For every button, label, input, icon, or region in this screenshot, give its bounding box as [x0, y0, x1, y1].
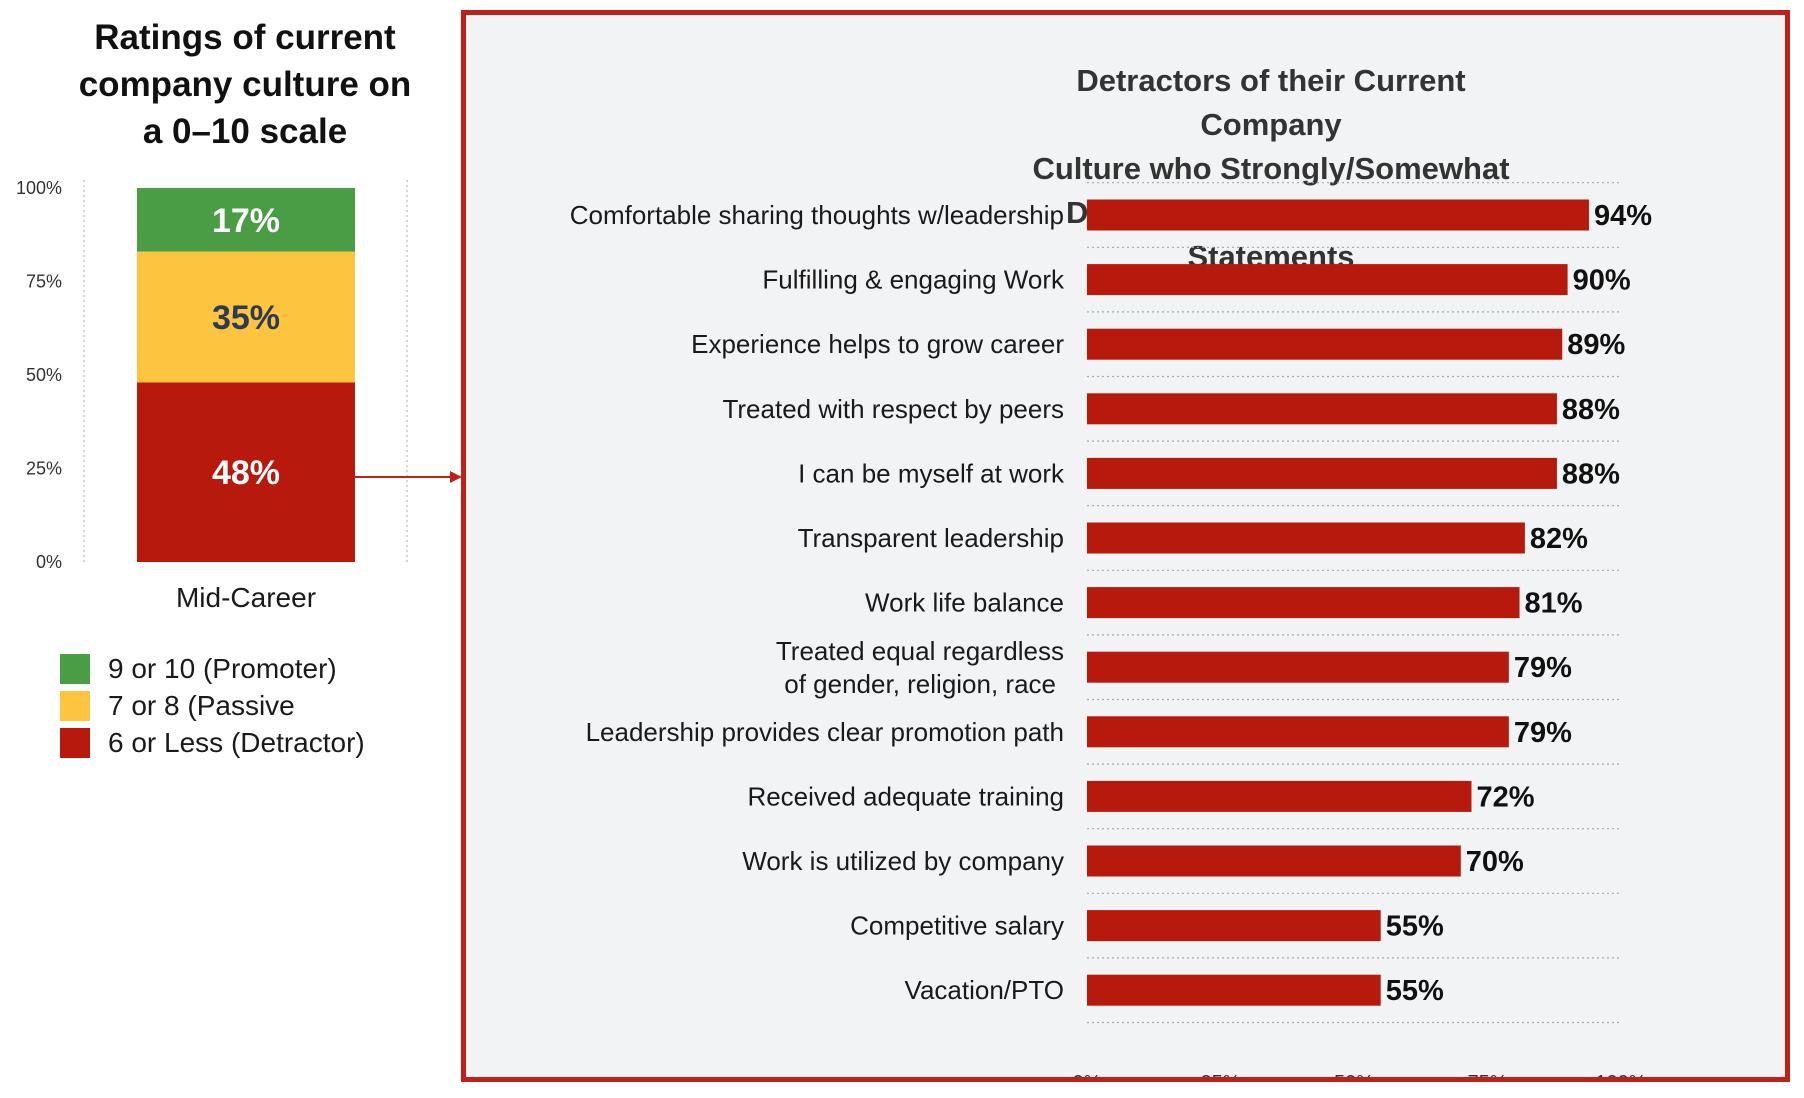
data-label: 82%	[1530, 523, 1588, 555]
category-label: Received adequate training	[747, 781, 1064, 811]
y-tick-label: 75%	[26, 272, 62, 292]
data-label: 79%	[1514, 717, 1572, 749]
category-label: Treated equal regardless	[776, 636, 1064, 666]
data-label: 55%	[1386, 975, 1444, 1007]
right-title-line: Culture who Strongly/Somewhat	[1032, 151, 1510, 186]
left-title-line: a 0–10 scale	[142, 112, 348, 151]
legend-swatch	[60, 690, 90, 721]
data-label: 88%	[1562, 458, 1620, 490]
x-tick-label: 75%	[1467, 1072, 1507, 1077]
data-label: 70%	[1466, 846, 1524, 878]
category-label: Treated with respect by peers	[722, 394, 1064, 424]
legend-swatch	[60, 727, 90, 758]
left-title-line: Ratings of current	[94, 18, 396, 57]
horizontal-bar-chart: 94% Comfortable sharing thoughts w/leader…	[570, 182, 1652, 1077]
bar-segment	[137, 188, 355, 252]
bar	[1087, 264, 1568, 296]
legend-label: 7 or 8 (Passive	[108, 689, 295, 721]
category-label: Mid-Career	[176, 582, 316, 613]
data-label: 48%	[212, 454, 280, 492]
data-label: 79%	[1514, 652, 1572, 684]
bar	[1087, 845, 1461, 877]
legend-item-promoter: 9 or 10 (Promoter)	[60, 650, 365, 687]
category-label: Work is utilized by company	[742, 846, 1064, 876]
bar	[1087, 522, 1525, 554]
connector-arrow	[353, 471, 462, 483]
legend: 9 or 10 (Promoter) 7 or 8 (Passive 6 or …	[60, 650, 365, 761]
bar	[1087, 393, 1557, 425]
bar	[1087, 780, 1472, 812]
y-tick-label: 50%	[26, 365, 62, 385]
data-label: 89%	[1567, 329, 1625, 361]
bar-segment	[137, 251, 355, 383]
bar	[1087, 199, 1589, 231]
category-label: Comfortable sharing thoughts w/leadershi…	[570, 200, 1064, 230]
left-title-line: company culture on	[78, 65, 412, 104]
legend-label: 9 or 10 (Promoter)	[108, 652, 337, 684]
data-label: 72%	[1476, 781, 1534, 813]
category-label: Vacation/PTO	[905, 975, 1064, 1005]
bar-segment	[137, 382, 355, 562]
category-label: Experience helps to grow career	[691, 329, 1064, 359]
y-tick-label: 0%	[36, 552, 62, 572]
category-label: Work life balance	[865, 588, 1064, 618]
data-label: 81%	[1525, 588, 1583, 620]
bar	[1087, 974, 1381, 1006]
data-label: 88%	[1562, 394, 1620, 426]
stacked-bar-chart: 100% 75% 50% 25% 0% 48% 35% 17% Mid-Career	[16, 178, 408, 613]
detractor-panel: Detractors of their Current Company Cult…	[461, 10, 1790, 1082]
legend-swatch	[60, 653, 90, 684]
bar	[1087, 716, 1509, 748]
x-tick-label: 50%	[1334, 1072, 1374, 1077]
left-chart-title: Ratings of current company culture on a …	[40, 14, 450, 155]
x-tick-label: 0%	[1073, 1072, 1102, 1077]
legend-item-detractor: 6 or Less (Detractor)	[60, 724, 365, 761]
bar	[1087, 651, 1509, 683]
category-label: I can be myself at work	[798, 458, 1065, 488]
category-label: of gender, religion, race	[784, 669, 1056, 699]
bar	[1087, 587, 1520, 619]
bar	[1087, 910, 1381, 942]
category-label: Competitive salary	[850, 911, 1064, 941]
x-tick-label: 100%	[1595, 1072, 1646, 1077]
x-tick-label: 25%	[1200, 1072, 1240, 1077]
data-label: 55%	[1386, 911, 1444, 943]
bar	[1087, 328, 1563, 360]
data-label: 35%	[212, 299, 280, 337]
legend-item-passive: 7 or 8 (Passive	[60, 687, 365, 724]
data-label: 94%	[1594, 200, 1652, 232]
y-tick-label: 25%	[26, 459, 62, 479]
category-label: Fulfilling & engaging Work	[762, 265, 1065, 295]
category-label: Leadership provides clear promotion path	[586, 717, 1064, 747]
data-label: 17%	[212, 202, 280, 240]
category-label: Transparent leadership	[798, 523, 1064, 553]
right-title-line: Detractors of their Current Company	[1076, 63, 1466, 142]
data-label: 90%	[1573, 265, 1631, 297]
bar	[1087, 457, 1557, 489]
legend-label: 6 or Less (Detractor)	[108, 726, 365, 758]
y-tick-label: 100%	[16, 178, 62, 198]
